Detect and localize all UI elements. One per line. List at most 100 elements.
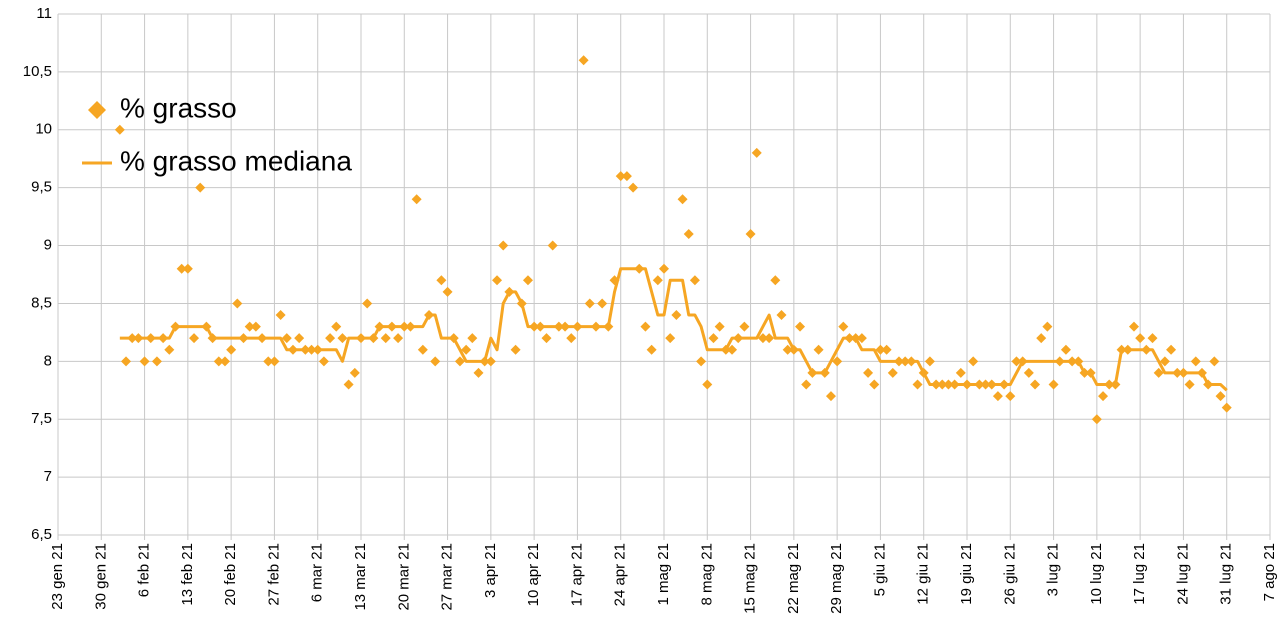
data-point bbox=[683, 228, 694, 239]
x-tick-label: 10 lug 21 bbox=[1088, 543, 1105, 605]
data-point bbox=[417, 344, 428, 355]
x-tick-label: 6 mar 21 bbox=[309, 543, 326, 602]
x-tick-label: 10 apr 21 bbox=[525, 543, 542, 606]
data-point bbox=[492, 275, 503, 286]
data-point bbox=[467, 333, 478, 344]
data-point bbox=[522, 275, 533, 286]
data-point bbox=[992, 391, 1003, 402]
x-tick-label: 13 feb 21 bbox=[179, 543, 196, 606]
data-point bbox=[325, 333, 336, 344]
data-point bbox=[566, 333, 577, 344]
data-point bbox=[764, 333, 775, 344]
data-point bbox=[1023, 367, 1034, 378]
data-point bbox=[318, 356, 329, 367]
x-tick-label: 13 mar 21 bbox=[352, 543, 369, 611]
data-point bbox=[189, 333, 200, 344]
data-point bbox=[510, 344, 521, 355]
data-point bbox=[671, 310, 682, 321]
data-point bbox=[195, 182, 206, 193]
data-point bbox=[665, 333, 676, 344]
data-point bbox=[430, 356, 441, 367]
x-tick-label: 22 mag 21 bbox=[785, 543, 802, 614]
x-tick-label: 17 lug 21 bbox=[1131, 543, 1148, 605]
data-point bbox=[263, 356, 274, 367]
data-point bbox=[294, 333, 305, 344]
data-point bbox=[739, 321, 750, 332]
data-point bbox=[628, 182, 639, 193]
data-point bbox=[1091, 414, 1102, 425]
data-point bbox=[1005, 391, 1016, 402]
data-point bbox=[232, 298, 243, 309]
x-tick-label: 31 lug 21 bbox=[1218, 543, 1235, 605]
data-point bbox=[924, 356, 935, 367]
data-point bbox=[269, 356, 280, 367]
data-point bbox=[275, 310, 286, 321]
y-tick-label: 11 bbox=[36, 5, 52, 22]
data-point bbox=[813, 344, 824, 355]
data-point bbox=[659, 263, 669, 274]
data-point bbox=[1030, 379, 1041, 390]
data-point bbox=[714, 321, 725, 332]
data-point bbox=[615, 171, 626, 182]
data-point bbox=[250, 321, 261, 332]
data-point bbox=[696, 356, 707, 367]
data-point bbox=[795, 321, 806, 332]
x-tick-label: 12 giu 21 bbox=[915, 543, 932, 605]
data-point bbox=[782, 344, 793, 355]
x-tick-label: 20 mar 21 bbox=[395, 543, 412, 611]
data-point bbox=[337, 333, 348, 344]
data-point bbox=[226, 344, 237, 355]
data-point bbox=[652, 275, 663, 286]
data-point bbox=[1128, 321, 1139, 332]
x-tick-label: 5 giu 21 bbox=[871, 543, 888, 596]
data-point bbox=[621, 171, 632, 182]
x-tick-label: 29 mag 21 bbox=[828, 543, 845, 614]
y-tick-label: 10 bbox=[35, 121, 52, 138]
data-point bbox=[1042, 321, 1053, 332]
data-point bbox=[244, 321, 255, 332]
data-point bbox=[1147, 333, 1158, 344]
x-tick-label: 15 mag 21 bbox=[742, 543, 759, 614]
y-tick-label: 6,5 bbox=[31, 526, 52, 543]
data-point bbox=[968, 356, 979, 367]
data-point bbox=[1011, 356, 1022, 367]
data-point bbox=[473, 367, 484, 378]
legend-label: % grasso mediana bbox=[120, 145, 352, 176]
data-point bbox=[863, 367, 874, 378]
y-tick-label: 7 bbox=[44, 468, 52, 485]
data-point bbox=[801, 379, 812, 390]
x-tick-label: 3 lug 21 bbox=[1045, 543, 1062, 596]
data-point bbox=[164, 344, 175, 355]
x-tick-label: 8 mag 21 bbox=[698, 543, 715, 606]
data-point bbox=[1048, 379, 1059, 390]
data-point bbox=[139, 356, 150, 367]
y-tick-label: 8,5 bbox=[31, 294, 52, 311]
data-point bbox=[646, 344, 657, 355]
data-point bbox=[442, 286, 453, 297]
x-tick-label: 24 apr 21 bbox=[612, 543, 629, 606]
data-point bbox=[1221, 402, 1232, 413]
y-tick-label: 9 bbox=[44, 237, 52, 254]
x-tick-label: 19 giu 21 bbox=[958, 543, 975, 605]
data-point bbox=[727, 344, 738, 355]
data-point bbox=[151, 356, 162, 367]
data-point bbox=[114, 124, 125, 135]
data-point bbox=[856, 333, 867, 344]
data-point bbox=[281, 333, 292, 344]
data-point bbox=[1036, 333, 1047, 344]
data-point bbox=[677, 194, 688, 205]
x-tick-label: 24 lug 21 bbox=[1174, 543, 1191, 605]
data-point bbox=[875, 344, 886, 355]
legend-label: % grasso bbox=[120, 92, 237, 123]
x-tick-label: 6 feb 21 bbox=[136, 543, 153, 597]
data-point bbox=[1215, 391, 1226, 402]
data-point bbox=[745, 228, 756, 239]
data-point bbox=[1135, 333, 1146, 344]
data-point bbox=[1098, 391, 1109, 402]
x-tick-label: 26 giu 21 bbox=[1001, 543, 1018, 605]
data-point bbox=[380, 333, 391, 344]
data-point bbox=[776, 310, 787, 321]
data-point bbox=[1166, 344, 1177, 355]
